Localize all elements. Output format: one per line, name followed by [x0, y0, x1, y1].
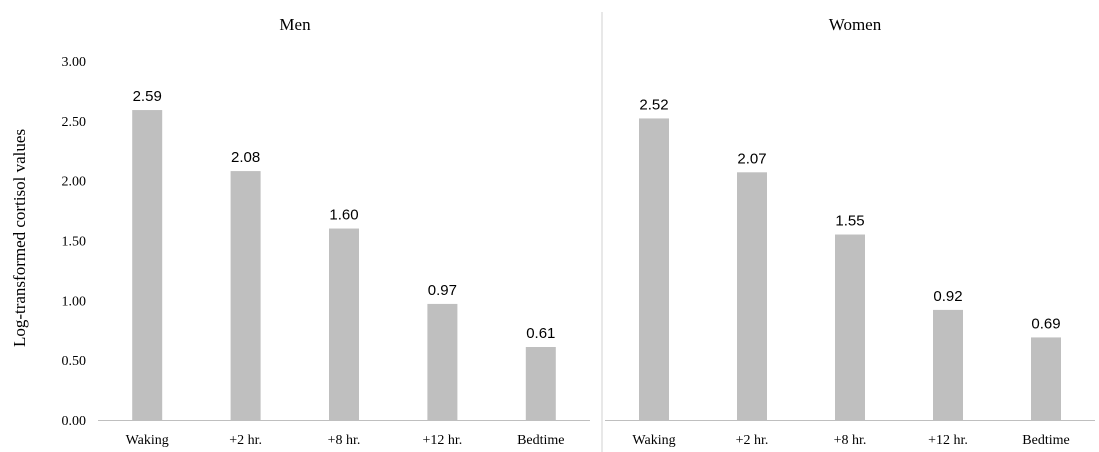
women-bar-4 — [1031, 337, 1061, 420]
y-tick-label: 3.00 — [62, 55, 87, 70]
men-bar-1 — [231, 171, 261, 420]
women-x-tick-label: +8 hr. — [834, 433, 867, 448]
y-tick-label: 2.50 — [62, 115, 87, 130]
women-data-label: 0.69 — [1031, 315, 1060, 332]
y-tick-label: 1.00 — [62, 294, 87, 309]
women-data-label: 0.92 — [933, 288, 962, 305]
men-data-label: 0.97 — [428, 282, 457, 299]
women-x-tick-label: Waking — [632, 433, 675, 448]
women-data-label: 2.52 — [639, 96, 668, 113]
men-panel-title: Men — [279, 15, 311, 34]
women-data-label: 2.07 — [737, 150, 766, 167]
men-x-tick-label: Waking — [126, 433, 169, 448]
y-tick-label: 0.00 — [62, 414, 87, 429]
y-tick-label: 1.50 — [62, 235, 87, 250]
women-x-tick-label: Bedtime — [1022, 433, 1069, 448]
women-x-tick-label: +2 hr. — [736, 433, 769, 448]
men-x-tick-label: +8 hr. — [328, 433, 361, 448]
women-bar-3 — [933, 310, 963, 420]
men-data-label: 1.60 — [329, 207, 358, 224]
women-bar-0 — [639, 118, 669, 420]
men-bar-3 — [427, 304, 457, 420]
men-data-label: 2.59 — [133, 88, 162, 105]
men-bar-0 — [132, 110, 162, 420]
women-bar-1 — [737, 172, 767, 420]
men-x-tick-label: +12 hr. — [423, 433, 463, 448]
women-panel-title: Women — [829, 15, 882, 34]
men-bar-4 — [526, 347, 556, 420]
y-axis-title: Log-transformed cortisol values — [10, 129, 29, 347]
y-tick-label: 0.50 — [62, 354, 87, 369]
men-x-tick-label: Bedtime — [517, 433, 564, 448]
women-bar-2 — [835, 235, 865, 420]
women-x-tick-label: +12 hr. — [928, 433, 968, 448]
men-bar-2 — [329, 229, 359, 420]
men-data-label: 0.61 — [526, 325, 555, 342]
men-x-tick-label: +2 hr. — [229, 433, 262, 448]
men-data-label: 2.08 — [231, 149, 260, 166]
women-data-label: 1.55 — [835, 213, 864, 230]
y-tick-label: 2.00 — [62, 175, 87, 190]
